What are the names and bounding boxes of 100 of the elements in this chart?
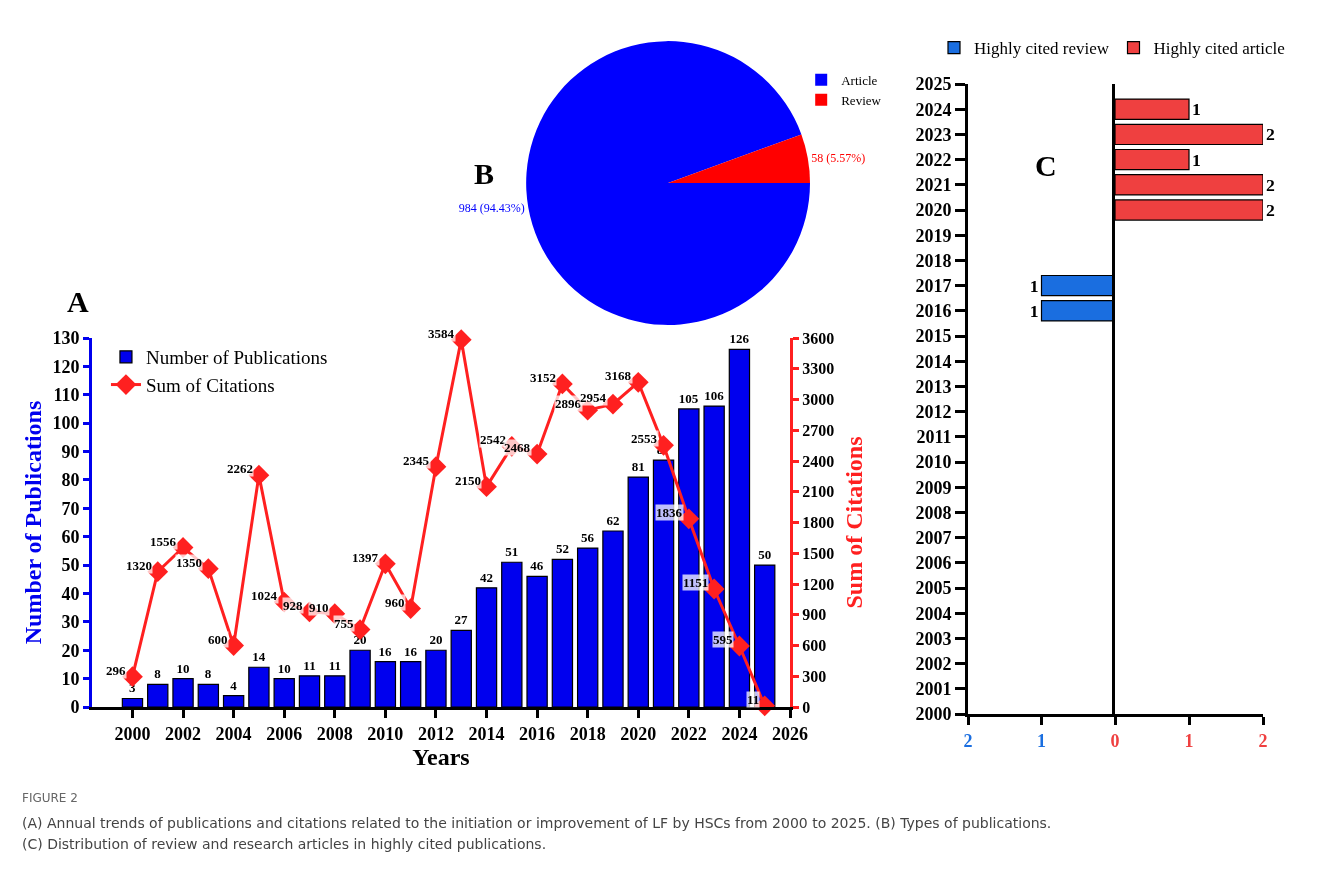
x-tick-label: 2006 [266, 723, 303, 744]
y-tick-label: 2015 [915, 326, 952, 347]
data-label: 62 [606, 513, 620, 529]
data-label: 16 [378, 643, 393, 659]
y2-tick-label: 900 [802, 606, 827, 624]
x-tick-label: 2016 [519, 723, 556, 744]
data-label: 126 [729, 331, 750, 347]
data-label: 1 [1192, 149, 1201, 170]
y-axis-title: Number of Publications [20, 400, 46, 645]
y-tick-label: 2003 [915, 628, 952, 649]
y2-tick-label: 3000 [802, 391, 835, 409]
data-label: 14 [252, 649, 266, 665]
y-tick-label: 2021 [915, 175, 952, 196]
y-tick-label: 2005 [915, 578, 952, 599]
x-tick-label: 0 [1110, 730, 1120, 751]
y-tick-label: 2019 [915, 225, 952, 246]
y-tick-label: 2002 [915, 653, 952, 674]
annotation: C [1035, 149, 1057, 182]
y-tick-label: 2008 [915, 502, 952, 523]
data-label: 910 [309, 600, 329, 615]
data-label: 2150 [455, 473, 481, 488]
data-label: 1 [1029, 275, 1039, 296]
data-label: 11 [747, 692, 760, 707]
data-label: 56 [580, 530, 595, 546]
data-label: 27 [454, 612, 468, 628]
y-tick-label: 2018 [915, 250, 952, 271]
y2-tick-label: 3600 [802, 329, 835, 347]
y-tick-label: 2012 [915, 401, 952, 422]
data-label: 42 [480, 569, 494, 585]
data-label: 16 [403, 643, 418, 659]
legend-label: Article [841, 72, 878, 88]
y2-tick-label: 1500 [802, 544, 835, 562]
data-label: 1397 [352, 550, 379, 565]
y-tick-label: 2011 [916, 427, 952, 448]
y-tick-label: 110 [53, 385, 80, 406]
x-tick-label: 2008 [316, 723, 353, 744]
data-label: 2 [1266, 124, 1275, 145]
data-label: 960 [385, 595, 405, 610]
data-label: 1350 [176, 555, 202, 570]
y2-tick-label: 600 [802, 637, 827, 655]
legend-label: Sum of Citations [145, 374, 275, 396]
x-tick-label: 2 [1258, 730, 1268, 751]
y-tick-label: 2001 [915, 679, 952, 700]
legend-label: Highly cited review [974, 39, 1110, 59]
y-tick-label: 70 [61, 498, 80, 519]
data-label: 600 [208, 632, 228, 647]
data-label: 595 [713, 632, 733, 647]
x-axis-title: Years [412, 743, 470, 770]
data-label: 2553 [631, 431, 658, 446]
legend-label: Number of Publications [145, 347, 328, 369]
y-tick-label: 2025 [915, 74, 952, 95]
y-tick-label: 50 [61, 555, 80, 576]
x-tick-label: 2002 [165, 723, 202, 744]
data-label: 1836 [656, 505, 683, 520]
data-label: 2468 [504, 440, 531, 455]
data-label: 105 [678, 390, 699, 406]
y2-tick-label: 3300 [802, 360, 835, 378]
y2-tick-label: 0 [802, 698, 811, 716]
y-tick-label: 60 [61, 526, 80, 547]
data-label: 10 [277, 660, 291, 676]
x-tick-label: 2 [963, 730, 973, 751]
y-tick-label: 2020 [915, 200, 952, 221]
data-label: 2896 [555, 396, 582, 411]
data-label: 46 [530, 558, 544, 574]
y2-axis-title: Sum of Citations [840, 436, 867, 609]
data-label: 106 [704, 388, 725, 404]
data-label: 3584 [428, 326, 455, 341]
y2-tick-label: 2700 [802, 421, 835, 439]
data-label: 984 (94.43%) [458, 200, 525, 215]
y-tick-label: 2010 [915, 452, 952, 473]
x-tick-label: 2024 [721, 723, 758, 744]
y2-tick-label: 300 [802, 667, 827, 685]
y-tick-label: 2024 [915, 99, 952, 120]
legend-label: Highly cited article [1153, 39, 1285, 59]
data-label: 1 [1192, 99, 1201, 120]
y-tick-label: 2006 [915, 553, 952, 574]
y-tick-label: 130 [52, 328, 80, 349]
x-tick-label: 2000 [114, 723, 151, 744]
x-tick-label: 2020 [620, 723, 657, 744]
y-tick-label: 2013 [915, 376, 952, 397]
data-label: 81 [631, 459, 645, 475]
data-label: 3152 [530, 370, 556, 385]
y-tick-label: 2023 [915, 124, 952, 145]
y-tick-label: 2016 [915, 301, 952, 322]
data-label: 50 [758, 547, 772, 563]
y2-tick-label: 2400 [802, 452, 835, 470]
data-label: 11 [328, 657, 341, 673]
data-label: 2262 [227, 461, 253, 476]
text: (A) Annual trends of publications and citations related to the initiation or improvement of LF by HSCs from 2000 to 2025. (B) Types of publications. [22, 814, 1053, 833]
y-tick-label: 30 [61, 612, 80, 633]
y2-tick-label: 1200 [802, 575, 835, 593]
data-label: 1320 [126, 558, 152, 573]
text: B [474, 157, 495, 190]
x-tick-label: 2026 [772, 723, 808, 744]
data-label: 2 [1266, 200, 1275, 221]
y-tick-label: 120 [52, 356, 80, 377]
data-label: 4 [230, 677, 238, 693]
y-tick-label: 2009 [915, 477, 952, 498]
data-label: 755 [334, 616, 354, 631]
data-label: 1024 [251, 588, 278, 603]
